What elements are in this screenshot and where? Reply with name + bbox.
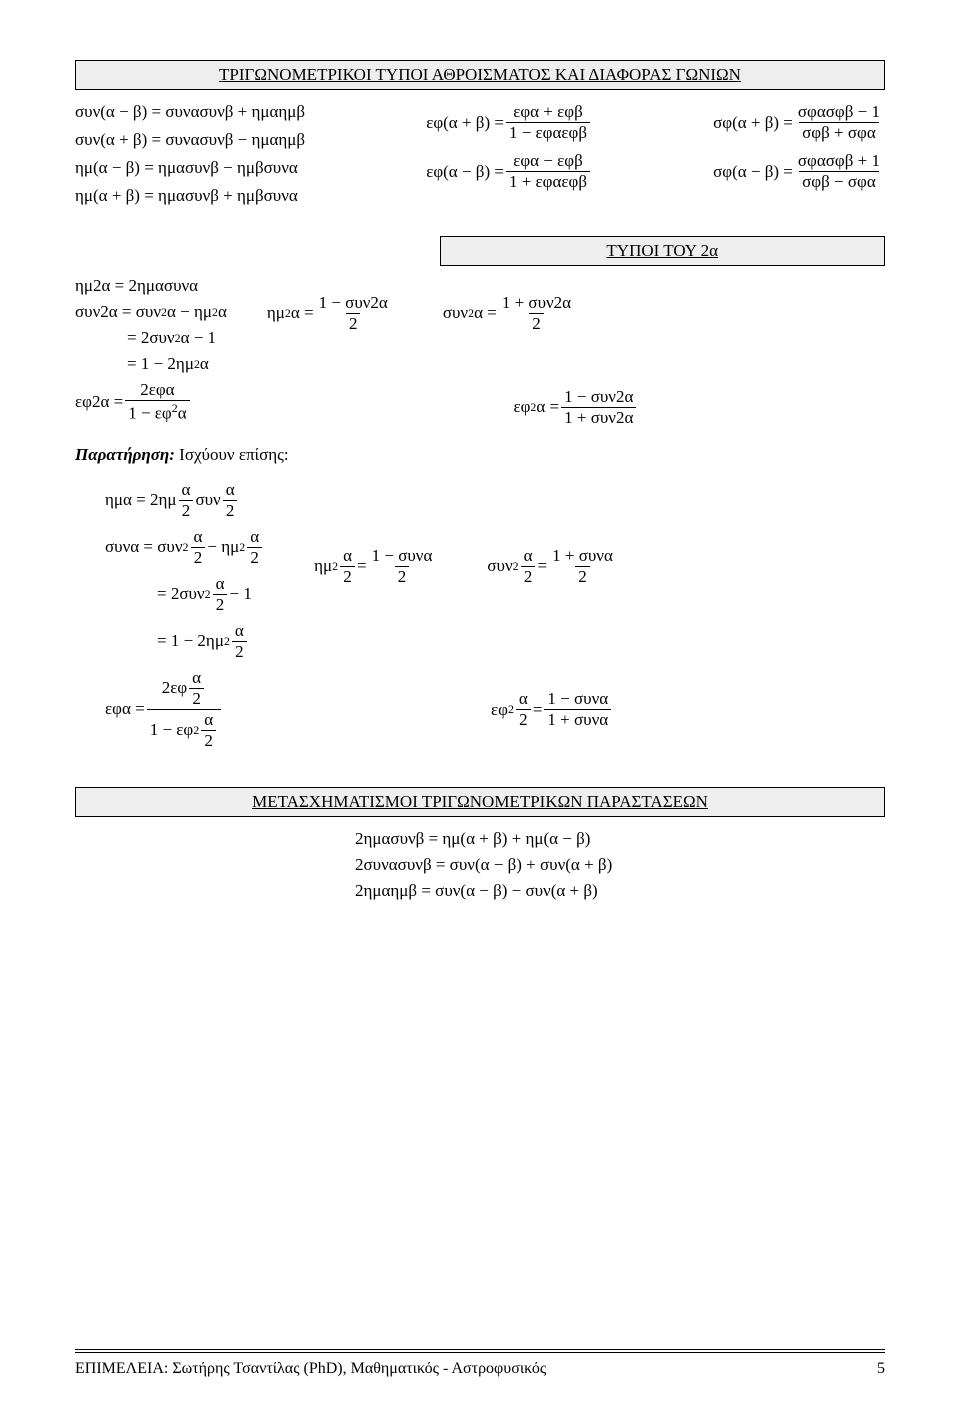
col-double-right: ημ2α = 1 − συν2α2 συν2α = 1 + συν2α2 εφ2…	[267, 276, 885, 430]
formula: εφ2α = 2εφα 1 − εφ2α	[75, 380, 227, 424]
formula: ημ2 α2 = 1 − συνα2	[314, 520, 437, 614]
formula: συν2α = συν2 α − ημ2 α	[75, 302, 227, 322]
formula: εφα = 2εφα2 1 − εφ2α2	[105, 668, 264, 751]
header-double: ΤΥΠΟΙ ΤΟΥ 2α	[440, 236, 886, 266]
observation-label: Παρατήρηση: Ισχύουν επίσης:	[75, 445, 885, 465]
section-addition: ΤΡΙΓΩΝΟΜΕΤΡΙΚΟΙ ΤΥΠΟΙ ΑΘΡΟΙΣΜΑΤΟΣ ΚΑΙ ΔΙ…	[75, 60, 885, 206]
lhs: εφ(α − β) =	[426, 162, 504, 182]
col-syn-im: συν(α − β) = συνασυνβ + ημαημβ συν(α + β…	[75, 102, 305, 206]
col-half-right: ημ2 α2 = 1 − συνα2 συν2 α2 = 1 + συνα2 ε…	[314, 480, 790, 757]
col-double-left: ημ2α = 2ημασυνα συν2α = συν2 α − ημ2 α =…	[75, 276, 227, 430]
den: σφβ + σφα	[799, 122, 879, 143]
formula: = 1 − 2ημ2 α2	[105, 621, 264, 662]
lhs: εφ(α + β) =	[426, 113, 504, 133]
header-addition: ΤΡΙΓΩΝΟΜΕΤΡΙΚΟΙ ΤΥΠΟΙ ΑΘΡΟΙΣΜΑΤΟΣ ΚΑΙ ΔΙ…	[75, 60, 885, 90]
formula: εφ(α + β) = εφα + εφβ1 − εφαεφβ	[426, 102, 592, 143]
page-footer: ΕΠΙΜΕΛΕΙΑ: Σωτήρης Τσαντίλας (PhD), Μαθη…	[75, 1360, 885, 1378]
num: εφα + εφβ	[510, 102, 586, 122]
header-transform: ΜΕΤΑΣΧΗΜΑΤΙΣΜΟΙ ΤΡΙΓΩΝΟΜΕΤΡΙΚΩΝ ΠΑΡΑΣΤΑΣ…	[75, 787, 885, 817]
formula: σφ(α + β) = σφασφβ − 1σφβ + σφα	[713, 102, 885, 143]
formula: ημα = 2ημ α2 συν α2	[105, 480, 264, 521]
formula: συν(α − β) = συνασυνβ + ημαημβ	[75, 102, 305, 122]
footer-rule	[75, 1349, 885, 1353]
formula: συν2α = 1 + συν2α2	[443, 291, 576, 335]
formula: ημ2α = 2ημασυνα	[75, 276, 227, 296]
den: σφβ − σφα	[799, 171, 879, 192]
den: 1 + εφαεφβ	[506, 171, 590, 192]
formula: σφ(α − β) = σφασφβ + 1σφβ − σφα	[713, 151, 885, 192]
formula: εφ2α = 1 − συν2α1 + συν2α	[267, 385, 885, 429]
formula: ημ2α = 1 − συν2α2	[267, 291, 393, 335]
formula: = 2συν2 α − 1	[75, 328, 227, 348]
col-cot: σφ(α + β) = σφασφβ − 1σφβ + σφα σφ(α − β…	[713, 102, 885, 206]
formula: 2συνασυνβ = συν(α − β) + συν(α + β)	[355, 855, 885, 875]
formula: 2ημαημβ = συν(α − β) − συν(α + β)	[355, 881, 885, 901]
section-double: ΤΥΠΟΙ ΤΟΥ 2α ημ2α = 2ημασυνα συν2α = συν…	[75, 236, 885, 757]
num: σφασφβ + 1	[795, 151, 883, 171]
formula: εφ(α − β) = εφα − εφβ1 + εφαεφβ	[426, 151, 592, 192]
den: 1 − εφ2α	[125, 400, 189, 424]
section-transform: ΜΕΤΑΣΧΗΜΑΤΙΣΜΟΙ ΤΡΙΓΩΝΟΜΕΤΡΙΚΩΝ ΠΑΡΑΣΤΑΣ…	[75, 787, 885, 901]
num: 2εφα	[137, 380, 177, 400]
formula: συν2 α2 = 1 + συνα2	[487, 520, 618, 614]
formula: ημ(α − β) = ημασυνβ − ημβσυνα	[75, 158, 305, 178]
page-number: 5	[877, 1360, 885, 1378]
lhs: σφ(α + β) =	[713, 113, 793, 133]
footer-author: ΕΠΙΜΕΛΕΙΑ: Σωτήρης Τσαντίλας (PhD), Μαθη…	[75, 1360, 546, 1378]
formula: συνα = συν2 α2 − ημ2 α2	[105, 527, 264, 568]
formula: 2ημασυνβ = ημ(α + β) + ημ(α − β)	[355, 829, 885, 849]
den: 1 − εφαεφβ	[506, 122, 590, 143]
formula: = 2συν2 α2 − 1	[105, 574, 264, 615]
col-half-left: ημα = 2ημ α2 συν α2 συνα = συν2 α2 − ημ2…	[75, 480, 264, 757]
formula: = 1 − 2ημ2 α	[75, 354, 227, 374]
formula: συν(α + β) = συνασυνβ − ημαημβ	[75, 130, 305, 150]
col-tan: εφ(α + β) = εφα + εφβ1 − εφαεφβ εφ(α − β…	[426, 102, 592, 206]
num: σφασφβ − 1	[795, 102, 883, 122]
formula: ημ(α + β) = ημασυνβ + ημβσυνα	[75, 186, 305, 206]
num: εφα − εφβ	[510, 151, 586, 171]
lhs: σφ(α − β) =	[713, 162, 793, 182]
formula: εφ2 α2 = 1 − συνα1 + συνα	[314, 663, 790, 757]
